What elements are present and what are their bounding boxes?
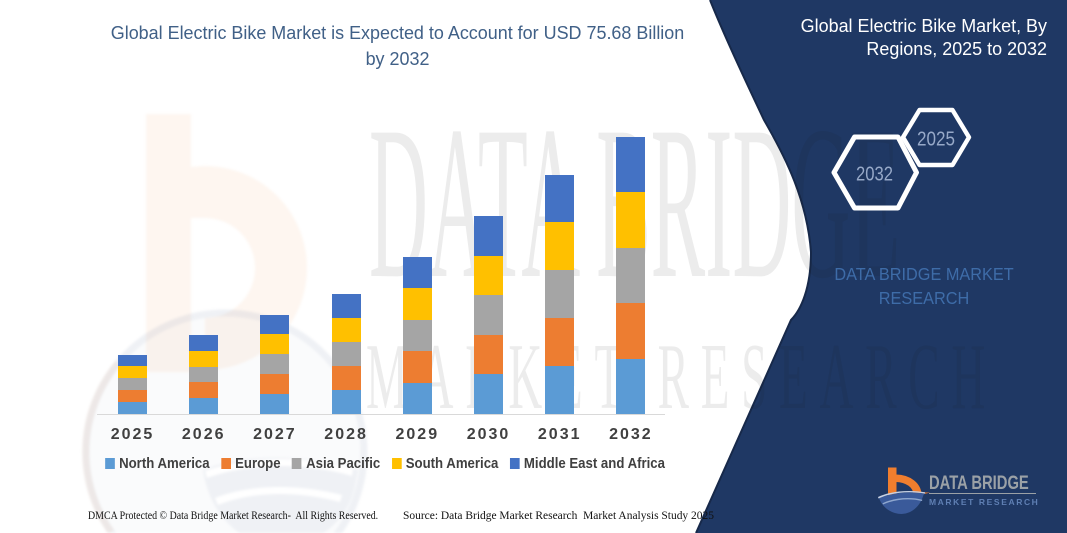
svg-text:2032: 2032 (856, 163, 893, 186)
svg-text:2025: 2025 (917, 129, 955, 151)
